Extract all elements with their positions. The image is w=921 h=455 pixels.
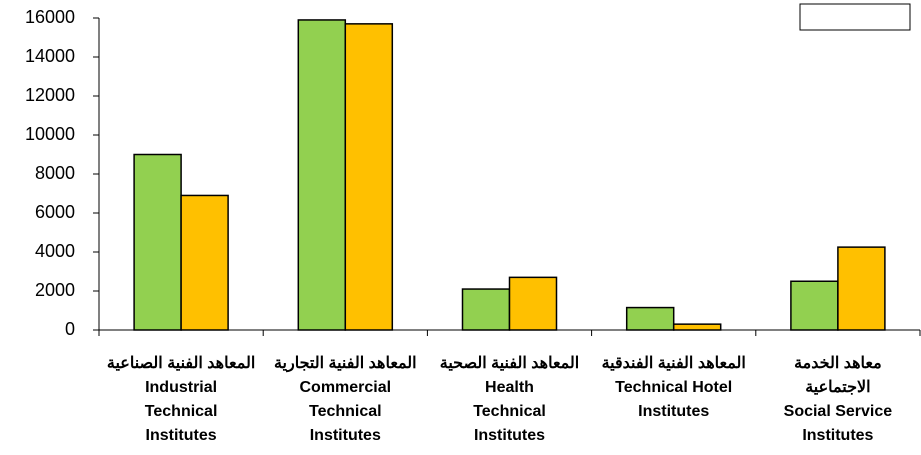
y-tick-label: 2000	[35, 280, 75, 300]
bar	[625, 306, 675, 331]
y-tick-label: 14000	[25, 46, 75, 66]
bar	[344, 23, 394, 331]
y-tick-label: 12000	[25, 85, 75, 105]
x-tick-label: Health	[485, 379, 534, 396]
bar	[508, 276, 558, 331]
bar	[790, 280, 839, 331]
legend-box	[799, 3, 911, 31]
x-tick-label: Commercial	[300, 379, 392, 396]
x-tick-label: Institutes	[802, 427, 873, 444]
x-tick-label: المعاهد الفنية التجارية	[274, 355, 417, 373]
x-tick-label: Institutes	[638, 403, 709, 420]
x-tick-label: Technical	[473, 403, 546, 420]
y-tick-label: 16000	[25, 7, 75, 27]
y-tick-label: 0	[65, 319, 75, 339]
bar	[297, 19, 347, 331]
x-tick-label: المعاهد الفنية الفندقية	[602, 355, 746, 372]
x-tick-label: Institutes	[474, 427, 545, 444]
x-tick-label: الاجتماعية	[805, 379, 870, 396]
y-tick-label: 4000	[35, 241, 75, 261]
x-tick-label: Technical	[145, 403, 218, 420]
bar	[180, 194, 229, 331]
x-tick-label: المعاهد الفنية الصحية	[440, 355, 579, 372]
bar	[837, 246, 886, 331]
y-tick-label: 10000	[25, 124, 75, 144]
y-tick-label: 6000	[35, 202, 75, 222]
x-tick-label: Social Service	[784, 403, 893, 420]
bar	[133, 153, 182, 331]
x-tick-label: Institutes	[310, 427, 381, 444]
x-tick-label: Technical	[309, 403, 382, 420]
bar	[672, 323, 722, 331]
y-tick-label: 8000	[35, 163, 75, 183]
x-tick-label: Institutes	[146, 427, 217, 444]
x-tick-label: المعاهد الفنية الصناعية	[107, 355, 255, 372]
x-tick-label: Technical Hotel	[615, 379, 732, 396]
x-tick-label: Industrial	[145, 379, 217, 396]
bar	[461, 288, 511, 331]
x-tick-label: معاهد الخدمة	[794, 355, 882, 372]
